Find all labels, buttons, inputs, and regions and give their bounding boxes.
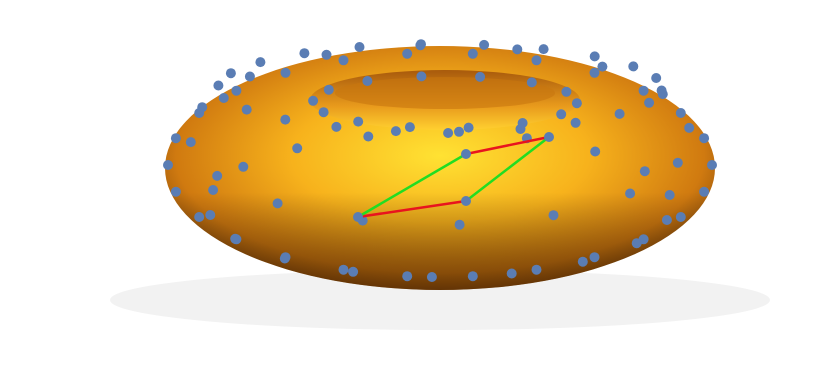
point (518, 118, 528, 128)
point (186, 137, 196, 147)
point (280, 115, 290, 125)
point (194, 212, 204, 222)
point (684, 123, 694, 133)
point (339, 265, 349, 275)
point (673, 158, 683, 168)
point (212, 171, 222, 181)
point (255, 57, 265, 67)
point (242, 105, 252, 115)
point (238, 162, 248, 172)
point (348, 267, 358, 277)
point (455, 220, 465, 230)
point (461, 149, 471, 159)
point (658, 89, 668, 99)
point (415, 40, 425, 50)
point (454, 127, 464, 137)
point (571, 118, 581, 128)
point (353, 117, 363, 127)
point (405, 122, 415, 132)
point (625, 189, 635, 199)
point (197, 102, 207, 112)
point (416, 71, 426, 81)
point (171, 133, 181, 143)
point (308, 96, 318, 106)
point (281, 68, 291, 78)
point (208, 185, 218, 195)
point (644, 98, 654, 108)
point (324, 85, 334, 95)
point (572, 98, 582, 108)
point (391, 126, 401, 136)
point (676, 212, 686, 222)
point (549, 210, 559, 220)
point (590, 68, 600, 78)
point (163, 160, 173, 170)
point (615, 109, 625, 119)
point (640, 166, 650, 176)
point (590, 147, 600, 157)
point (676, 108, 686, 118)
point (651, 73, 661, 83)
point (322, 50, 332, 60)
point (578, 257, 588, 267)
point (331, 122, 341, 132)
point (213, 81, 223, 91)
point (468, 49, 478, 59)
point (544, 132, 554, 142)
point (665, 190, 675, 200)
point (507, 269, 517, 279)
point (171, 187, 181, 197)
point (339, 55, 349, 65)
point (353, 212, 363, 222)
point (461, 196, 471, 206)
point (205, 210, 215, 220)
point (699, 133, 709, 143)
point (628, 61, 638, 71)
point (245, 72, 255, 82)
point (590, 51, 600, 61)
torus-render (0, 0, 825, 370)
point (512, 44, 522, 54)
point (639, 86, 649, 96)
point (280, 254, 290, 264)
point (273, 198, 283, 208)
point (226, 68, 236, 78)
point (231, 86, 241, 96)
point (539, 44, 549, 54)
point (464, 123, 474, 133)
point (527, 77, 537, 87)
point (532, 55, 542, 65)
point (355, 42, 365, 52)
point (707, 160, 717, 170)
point (632, 238, 642, 248)
point (299, 48, 309, 58)
point (443, 128, 453, 138)
point (363, 132, 373, 142)
point (468, 271, 478, 281)
point (532, 265, 542, 275)
page: (() => { const ns = 'http://www.w3.org/2… (0, 0, 825, 370)
point (402, 271, 412, 281)
point (319, 107, 329, 117)
point (561, 87, 571, 97)
point (597, 62, 607, 72)
point (475, 72, 485, 82)
point (590, 252, 600, 262)
point (699, 187, 709, 197)
point (662, 215, 672, 225)
point (362, 76, 372, 86)
point (292, 143, 302, 153)
point (230, 234, 240, 244)
point (427, 272, 437, 282)
point (219, 93, 229, 103)
point (402, 49, 412, 59)
point (556, 109, 566, 119)
point (479, 40, 489, 50)
